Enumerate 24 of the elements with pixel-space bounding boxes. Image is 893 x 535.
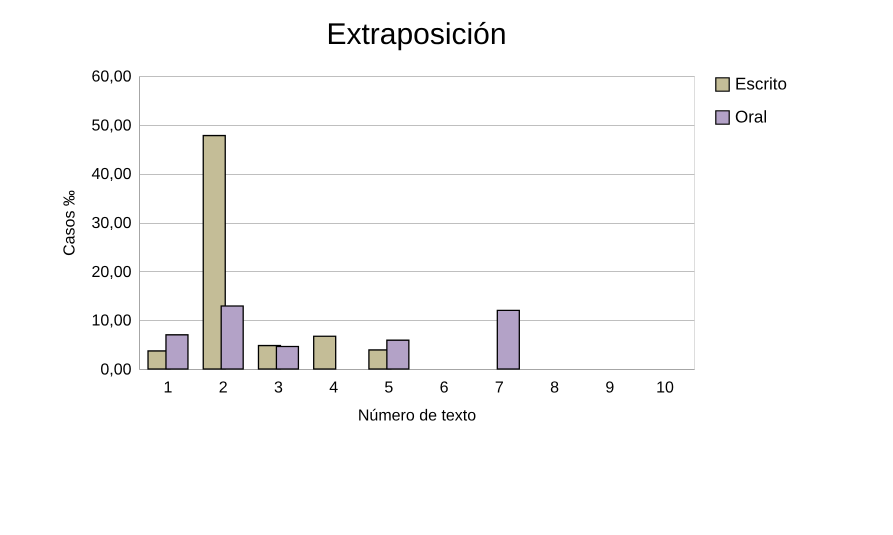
bar — [313, 336, 336, 370]
y-tick-label: 40,00 — [91, 166, 132, 184]
x-tick-label: 5 — [384, 380, 394, 396]
x-tick-label: 2 — [218, 380, 228, 396]
legend-label: Escrito — [735, 74, 787, 94]
y-tick-label: 0,00 — [100, 362, 132, 378]
x-tick-label: 3 — [274, 380, 283, 396]
x-tick-label: 8 — [550, 380, 560, 396]
x-tick-label: 9 — [605, 380, 614, 396]
y-axis-title: Casos ‰ — [61, 190, 78, 256]
y-tick-label: 30,00 — [91, 215, 132, 232]
y-tick-label: 10,00 — [91, 312, 132, 330]
x-axis-title: Número de texto — [358, 408, 476, 424]
bar — [496, 310, 520, 370]
y-tick-label: 60,00 — [91, 68, 132, 86]
x-tick-label: 1 — [164, 380, 173, 396]
y-tick-label: 20,00 — [91, 264, 132, 281]
x-tick-label: 7 — [494, 380, 504, 396]
y-tick-label: 50,00 — [91, 117, 132, 134]
x-tick-label: 10 — [656, 380, 674, 396]
x-tick-label: 6 — [440, 380, 449, 396]
x-tick-label: 4 — [329, 380, 338, 396]
legend-label: Oral — [735, 108, 768, 126]
chart-title: Extraposición — [326, 18, 507, 51]
